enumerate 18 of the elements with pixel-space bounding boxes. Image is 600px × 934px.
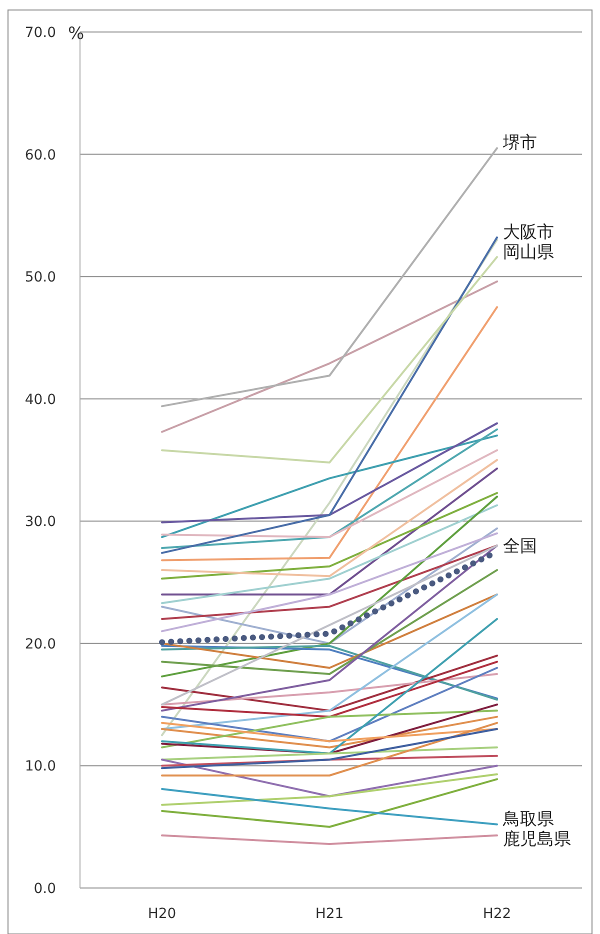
y-axis-title: % (68, 24, 84, 44)
y-tick-label: 50.0 (24, 270, 56, 286)
series-label: 岡山県 (503, 242, 554, 262)
y-tick-label: 40.0 (24, 392, 56, 408)
y-tick-label: 30.0 (24, 514, 56, 530)
y-tick-label: 20.0 (24, 636, 56, 652)
y-tick-label: 70.0 (24, 25, 56, 41)
series-label: 大阪市 (503, 222, 554, 242)
series-label: 堺市 (502, 133, 537, 154)
y-tick-label: 60.0 (24, 147, 56, 164)
y-tick-label: 10.0 (24, 758, 56, 775)
series-label: 鹿児島県 (503, 829, 571, 850)
x-tick-label: H22 (482, 906, 512, 922)
x-tick-label: H20 (148, 906, 176, 922)
x-tick-label: H21 (315, 906, 344, 922)
y-tick-label: 0.0 (34, 881, 56, 897)
series-label: 鳥取県 (502, 809, 554, 830)
series-label: 全国 (503, 536, 537, 557)
